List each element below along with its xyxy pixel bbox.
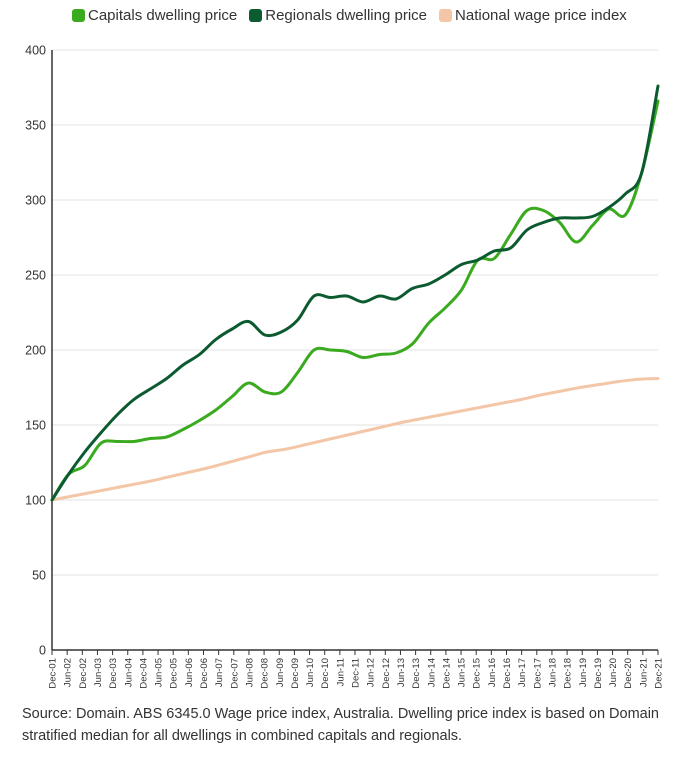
x-tick-label: Jun-14 [426,658,437,687]
x-tick-label: Jun-02 [63,658,74,687]
y-tick-label: 200 [25,344,46,358]
x-tick-label: Dec-07 [229,658,240,689]
x-tick-label: Dec-10 [320,658,331,689]
y-tick-label: 350 [25,119,46,133]
x-tick-label: Jun-19 [578,658,589,687]
source-note: Source: Domain. ABS 6345.0 Wage price in… [22,706,659,744]
x-tick-label: Dec-19 [593,658,604,689]
x-tick-label: Jun-09 [275,658,286,687]
x-tick-label: Jun-08 [244,658,255,687]
legend-label-wage: National wage price index [455,6,627,24]
x-tick-label: Jun-03 [93,658,104,687]
legend-swatch-regionals [249,8,263,22]
x-tick-label: Jun-06 [184,658,195,687]
x-tick-label: Dec-01 [48,658,59,689]
y-tick-label: 150 [25,419,46,433]
y-tick-label: 0 [39,644,46,658]
y-tick-label: 400 [25,44,46,58]
legend-label-regionals: Regionals dwelling price [265,6,428,24]
x-tick-label: Dec-12 [381,658,392,689]
x-tick-label: Dec-14 [441,658,452,689]
y-tick-label: 250 [25,269,46,283]
x-tick-label: Jun-12 [366,658,377,687]
x-tick-label: Dec-06 [199,658,210,689]
x-tick-label: Dec-09 [290,658,301,689]
x-tick-label: Jun-07 [214,658,225,687]
x-tick-label: Dec-11 [351,658,362,688]
legend: Capitals dwelling price Regionals dwelli… [72,4,627,26]
x-tick-label: Dec-21 [654,658,665,689]
x-tick-label: Dec-08 [260,658,271,689]
x-tick-label: Dec-04 [138,658,149,689]
series-line-wage [50,377,660,502]
legend-item-wage[interactable]: National wage price index [439,7,627,24]
series-line-regionals [50,84,660,502]
x-tick-label: Jun-15 [457,658,468,687]
x-tick-label: Jun-18 [547,658,558,687]
y-tick-label: 100 [25,494,46,508]
x-tick-label: Jun-10 [305,658,316,687]
x-tick-label: Jun-11 [335,658,346,686]
x-tick-label: Jun-21 [638,658,649,687]
legend-item-capitals[interactable]: Capitals dwelling price [72,7,237,24]
legend-swatch-wage [439,8,453,22]
x-tick-label: Jun-05 [154,658,165,687]
x-tick-label: Jun-13 [396,658,407,687]
legend-label-capitals: Capitals dwelling price [88,6,238,24]
series-line-capitals [50,99,660,502]
x-tick-label: Dec-16 [502,658,513,689]
x-tick-label: Dec-13 [411,658,422,689]
x-tick-label: Jun-04 [123,658,134,687]
x-tick-label: Dec-02 [78,658,89,689]
line-chart: 0 50 100 150 200 250 300 350 400 Dec-01 Jun-02 Dec-… [25,44,665,689]
x-tick-label: Dec-05 [169,658,180,689]
x-tick-label: Jun-17 [517,658,528,687]
x-tick-label: Dec-03 [108,658,119,689]
x-tick-label: Dec-18 [563,658,574,689]
y-tick-label: 50 [32,569,46,583]
legend-swatch-capitals [72,8,85,22]
x-tick-label: Dec-15 [472,658,483,689]
y-tick-label: 300 [25,194,46,208]
x-tick-label: Dec-20 [623,658,634,689]
x-tick-label: Jun-20 [608,658,619,687]
x-tick-label: Dec-17 [532,658,543,689]
legend-item-regionals[interactable]: Regionals dwelling price [249,7,427,24]
x-tick-label: Jun-16 [487,658,498,687]
